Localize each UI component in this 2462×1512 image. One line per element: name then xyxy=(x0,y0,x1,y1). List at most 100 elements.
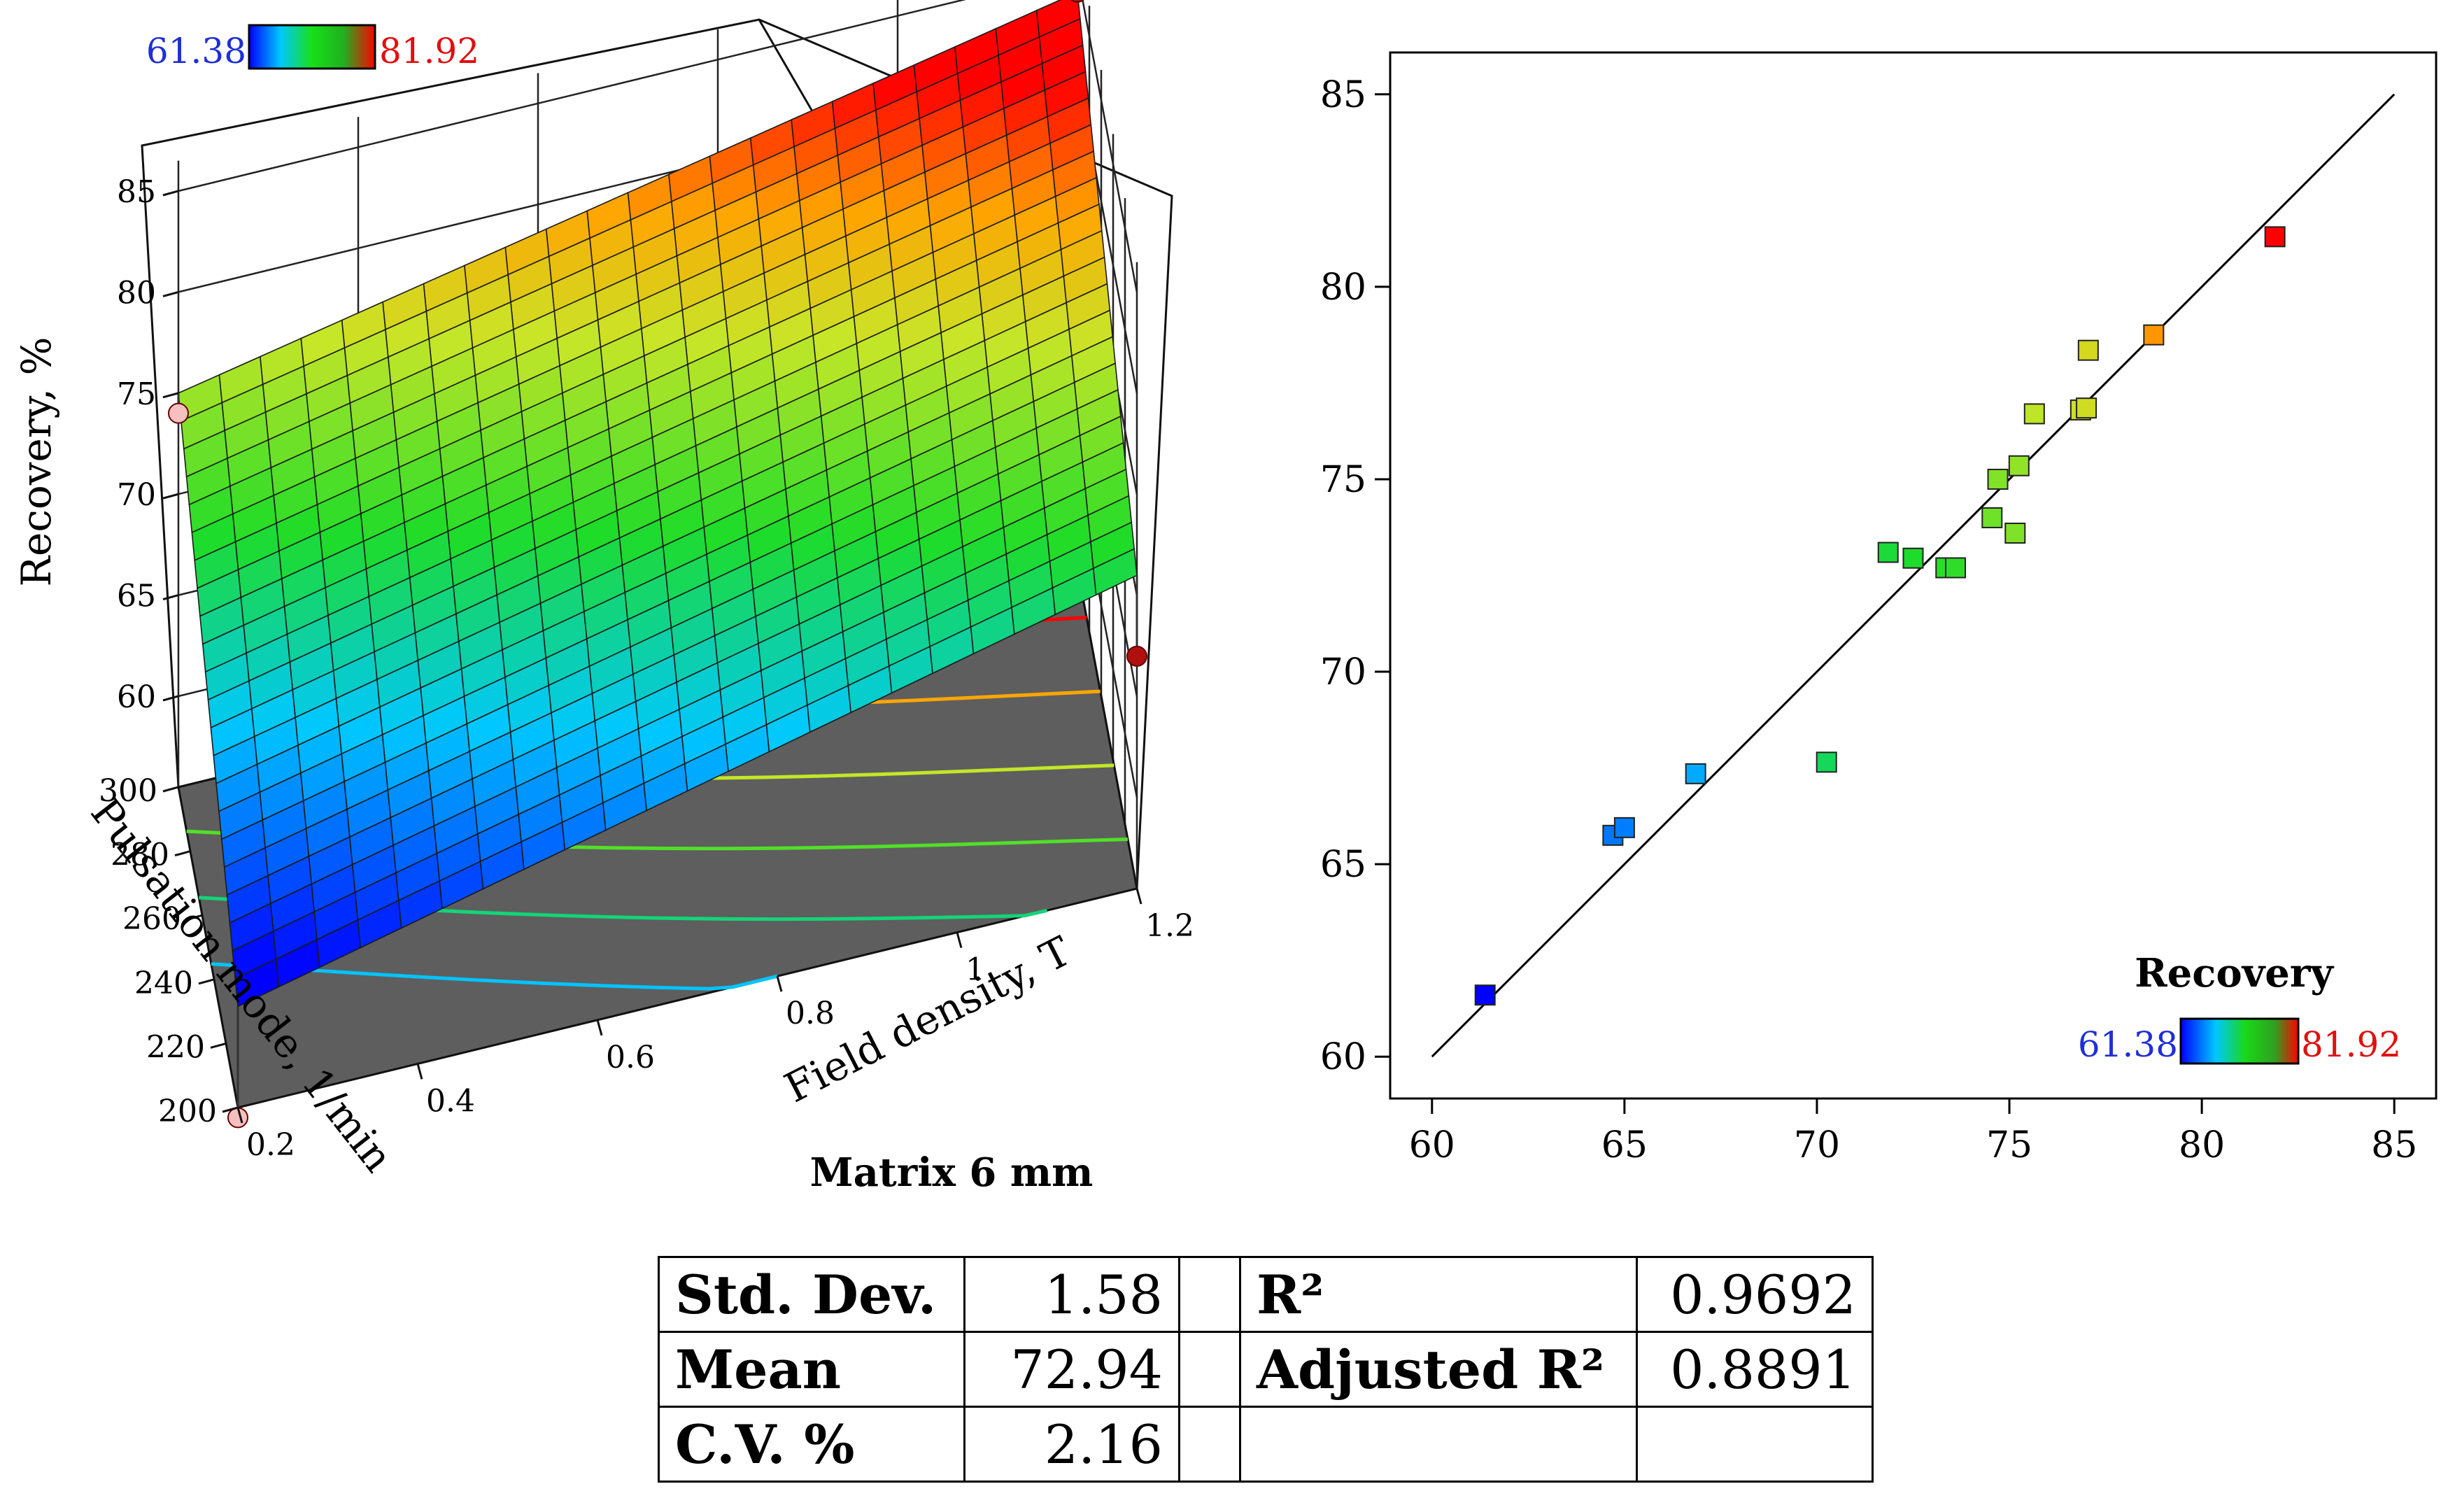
axis-ticks: 60 65 70 75 80 85 0.2 0.4 0.6 0.8 1 1.2 200 220 240 260… xyxy=(99,174,1194,1163)
legend-title: Recovery xyxy=(2135,950,2334,996)
surface-plot-panel: 61.38 81.92 60 65 70 75 80 85 0.2 0.4 0.6 0.8 1 1.2… xyxy=(0,0,1217,1203)
scatter-point xyxy=(1474,984,1496,1006)
design-points xyxy=(168,0,1147,1129)
y-tick-label: 220 xyxy=(146,1029,205,1065)
scatter-point xyxy=(1945,557,1967,579)
scatter-point xyxy=(1816,751,1837,773)
z-tick xyxy=(162,594,179,601)
y-tick-label: 80 xyxy=(1320,267,1366,309)
design-point xyxy=(1126,645,1147,667)
z-tick xyxy=(162,392,179,399)
y-tick-label: 65 xyxy=(1320,844,1366,886)
y-tick-label: 75 xyxy=(1320,459,1366,501)
stat-value: 2.16 xyxy=(963,1406,1180,1483)
colorbar-min-label: 61.38 xyxy=(146,31,246,71)
z-tick-label: 65 xyxy=(117,579,156,614)
z-tick-label: 85 xyxy=(117,174,156,210)
y-tick-label: 85 xyxy=(1320,74,1366,116)
scatter-point xyxy=(2076,397,2097,419)
stat-label: Mean xyxy=(658,1331,965,1408)
y-tick-label: 240 xyxy=(134,966,193,1001)
x-tick xyxy=(416,1064,423,1080)
surface-cell xyxy=(234,958,280,1008)
scatter-point xyxy=(2143,324,2165,346)
scatter-plot-panel: 60 65 70 75 80 85 60 65 70 75 80 85 Recovery 61.38 … xyxy=(1245,0,2462,1203)
colorbar-gradient xyxy=(248,24,376,70)
x-tick xyxy=(956,932,963,948)
x-tick-label: 1 xyxy=(965,952,985,988)
z-tick-label: 80 xyxy=(117,275,156,311)
y-tick xyxy=(210,1042,227,1049)
scatter-ticks: 60 65 70 75 80 85 60 65 70 75 80 85 xyxy=(1320,74,2417,1166)
plot-frame xyxy=(1389,51,2438,1100)
x-tick-label: 0.2 xyxy=(246,1127,295,1163)
x-tick-label: 0.4 xyxy=(426,1083,475,1119)
z-tick xyxy=(162,493,179,500)
design-point xyxy=(168,402,189,424)
y-tick-label: 260 xyxy=(122,901,181,937)
stat-value: 0.8891 xyxy=(1636,1331,1874,1408)
table-spacer-cell xyxy=(1178,1406,1241,1483)
x-tick-label: 80 xyxy=(2179,1124,2225,1166)
y-tick xyxy=(162,786,179,793)
x-tick-label: 75 xyxy=(1986,1124,2032,1166)
x-tick-label: 65 xyxy=(1601,1124,1648,1166)
legend-max-label: 81.92 xyxy=(2301,1024,2401,1065)
table-spacer-cell xyxy=(1178,1256,1241,1333)
x-tick-label: 1.2 xyxy=(1145,908,1194,944)
y-tick xyxy=(174,850,191,857)
scatter-point xyxy=(1613,817,1635,838)
z-tick-label: 70 xyxy=(117,477,156,513)
y-tick-label: 200 xyxy=(158,1094,217,1129)
stat-value: 0.9692 xyxy=(1636,1256,1874,1333)
y-tick xyxy=(222,1106,239,1113)
x-tick-label: 85 xyxy=(2371,1124,2417,1166)
scatter-point xyxy=(1902,547,1924,569)
legend-colorbar xyxy=(2179,1017,2300,1065)
y-tick-label: 60 xyxy=(1320,1036,1366,1078)
y-tick-label: 70 xyxy=(1320,651,1366,693)
z-tick-label: 60 xyxy=(117,679,156,715)
x-tick-label: 60 xyxy=(1409,1124,1455,1166)
stat-label: Std. Dev. xyxy=(658,1256,965,1333)
y-tick-label: 280 xyxy=(111,838,169,873)
x-tick xyxy=(1136,888,1142,905)
scatter-point xyxy=(1987,468,2009,490)
y-tick xyxy=(198,978,215,985)
x-tick-label: 70 xyxy=(1794,1124,1840,1166)
scatter-point xyxy=(1685,763,1706,784)
x-tick-label: 0.8 xyxy=(786,996,835,1031)
z-axis-label: Recovery, % xyxy=(13,337,60,586)
z-tick-label: 75 xyxy=(117,376,156,412)
scatter-point xyxy=(2264,226,2286,248)
stat-value: 72.94 xyxy=(963,1331,1180,1408)
response-surface xyxy=(178,0,1138,1008)
surface-plot-title: Matrix 6 mm xyxy=(810,1150,1094,1196)
table-spacer-cell xyxy=(1178,1331,1241,1408)
y-tick xyxy=(186,914,203,921)
scatter-points xyxy=(1474,226,2286,1006)
stat-label: Adjusted R² xyxy=(1239,1331,1638,1408)
fit-statistics-table: Std. Dev. 1.58 R² 0.9692 Mean 72.94 Adju… xyxy=(658,1256,1874,1483)
scatter-point xyxy=(2077,339,2099,361)
table-row: Std. Dev. 1.58 R² 0.9692 xyxy=(658,1256,1874,1333)
stat-value: 1.58 xyxy=(963,1256,1180,1333)
scatter-point xyxy=(1981,507,2003,528)
x-tick xyxy=(596,1019,603,1036)
surface-plot: 61.38 81.92 60 65 70 75 80 85 0.2 0.4 0.6 0.8 1 1.2… xyxy=(13,0,1194,1196)
z-tick xyxy=(162,190,179,197)
scatter-point xyxy=(1877,542,1899,563)
y-tick-label: 300 xyxy=(99,773,157,809)
scatter-point xyxy=(2023,403,2045,425)
stat-value xyxy=(1636,1406,1874,1483)
stat-label xyxy=(1239,1406,1638,1483)
colorbar: 61.38 81.92 xyxy=(146,24,479,71)
x-tick xyxy=(776,975,783,992)
stat-label: R² xyxy=(1239,1256,1638,1333)
stat-label: C.V. % xyxy=(658,1406,965,1483)
colorbar-max-label: 81.92 xyxy=(379,31,479,71)
table-row: C.V. % 2.16 xyxy=(658,1406,1874,1483)
x-tick xyxy=(236,1107,243,1124)
legend: Recovery 61.38 81.92 xyxy=(2078,950,2401,1065)
z-tick xyxy=(162,695,179,702)
